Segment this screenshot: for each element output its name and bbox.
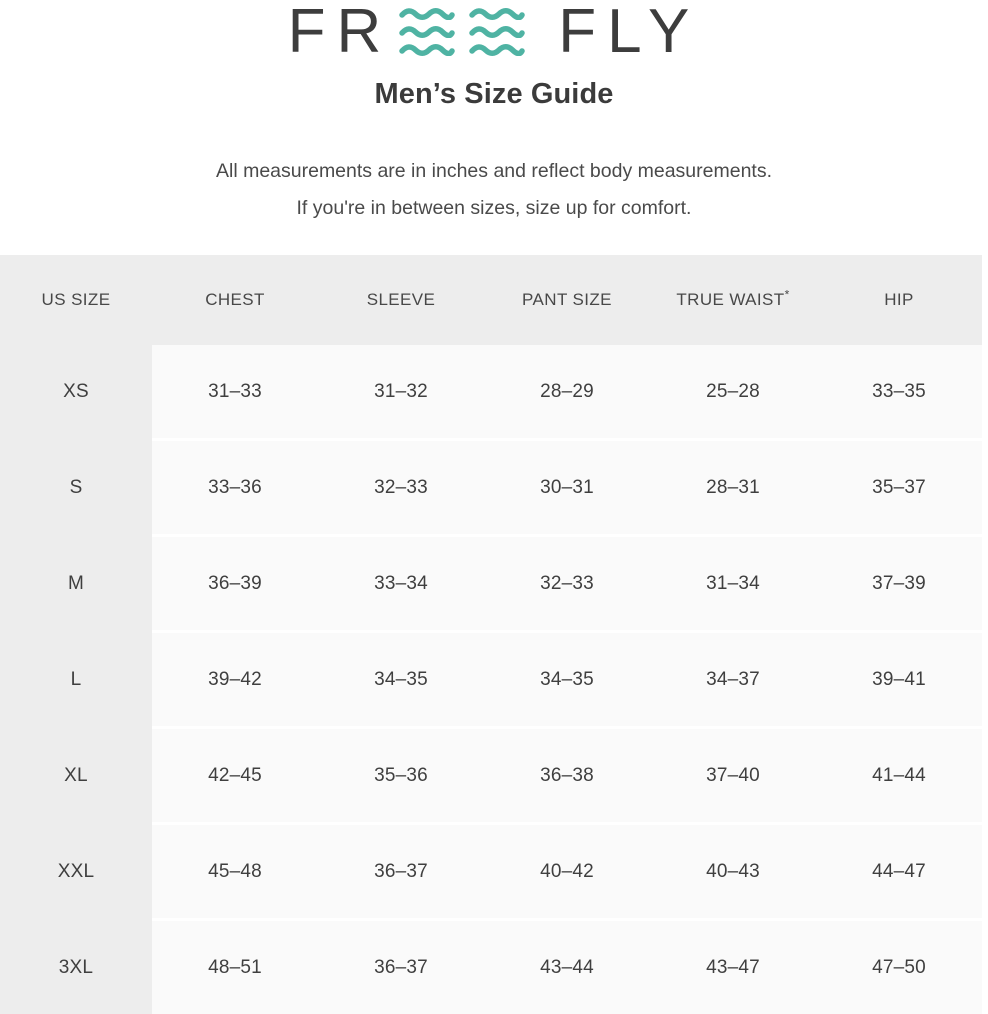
cell-us-size: XS — [0, 345, 152, 440]
subtitle-block: All measurements are in inches and refle… — [0, 153, 988, 227]
table-row: S 33–36 32–33 30–31 28–31 35–37 — [0, 440, 982, 536]
cell-chest: 33–36 — [152, 440, 318, 536]
wave-line-icon — [399, 25, 455, 38]
cell-true-waist: 25–28 — [650, 345, 816, 440]
cell-pant-size: 30–31 — [484, 440, 650, 536]
cell-us-size: XL — [0, 728, 152, 824]
cell-hip: 37–39 — [816, 536, 982, 632]
table-row: XXL 45–48 36–37 40–42 40–43 44–47 — [0, 824, 982, 920]
cell-chest: 42–45 — [152, 728, 318, 824]
cell-chest: 31–33 — [152, 345, 318, 440]
wave-line-icon — [399, 43, 455, 56]
cell-sleeve: 34–35 — [318, 632, 484, 728]
cell-true-waist: 31–34 — [650, 536, 816, 632]
cell-sleeve: 31–32 — [318, 345, 484, 440]
cell-true-waist: 28–31 — [650, 440, 816, 536]
wave-line-icon — [399, 7, 455, 20]
logo-text-fr: FR — [288, 1, 393, 63]
cell-true-waist: 34–37 — [650, 632, 816, 728]
cell-pant-size: 28–29 — [484, 345, 650, 440]
subtitle-line-1: All measurements are in inches and refle… — [0, 153, 988, 190]
cell-chest: 36–39 — [152, 536, 318, 632]
cell-true-waist: 40–43 — [650, 824, 816, 920]
table-row: M 36–39 33–34 32–33 31–34 37–39 — [0, 536, 982, 632]
table-body: XS 31–33 31–32 28–29 25–28 33–35 S 33–36… — [0, 345, 982, 1014]
cell-hip: 39–41 — [816, 632, 982, 728]
wave-line-icon — [469, 43, 525, 56]
column-header-hip: HIP — [816, 255, 982, 345]
column-header-us-size: US SIZE — [0, 255, 152, 345]
size-chart-table: US SIZE CHEST SLEEVE PANT SIZE TRUE WAIS… — [0, 255, 982, 1014]
logo-text-fly: FLY — [558, 1, 700, 63]
wave-line-icon — [469, 7, 525, 20]
page-title: Men’s Size Guide — [0, 78, 988, 111]
wave-line-icon — [469, 25, 525, 38]
cell-pant-size: 40–42 — [484, 824, 650, 920]
cell-sleeve: 35–36 — [318, 728, 484, 824]
cell-pant-size: 34–35 — [484, 632, 650, 728]
wave-e-icon-first — [399, 7, 455, 58]
cell-us-size: M — [0, 536, 152, 632]
column-header-chest: CHEST — [152, 255, 318, 345]
cell-sleeve: 33–34 — [318, 536, 484, 632]
column-header-true-waist: TRUE WAIST* — [650, 255, 816, 345]
cell-hip: 44–47 — [816, 824, 982, 920]
cell-hip: 33–35 — [816, 345, 982, 440]
cell-chest: 45–48 — [152, 824, 318, 920]
column-header-pant-size: PANT SIZE — [484, 255, 650, 345]
cell-us-size: S — [0, 440, 152, 536]
cell-hip: 41–44 — [816, 728, 982, 824]
table-row: XL 42–45 35–36 36–38 37–40 41–44 — [0, 728, 982, 824]
table-header: US SIZE CHEST SLEEVE PANT SIZE TRUE WAIS… — [0, 255, 982, 345]
logo-wordmark: FR — [288, 1, 701, 63]
cell-pant-size: 36–38 — [484, 728, 650, 824]
footnote-marker-icon: * — [785, 287, 790, 301]
cell-us-size: L — [0, 632, 152, 728]
subtitle-line-2: If you're in between sizes, size up for … — [0, 190, 988, 227]
column-header-sleeve: SLEEVE — [318, 255, 484, 345]
wave-e-icon-second — [469, 7, 525, 58]
free-fly-logo: FR — [0, 0, 988, 64]
cell-sleeve: 32–33 — [318, 440, 484, 536]
cell-sleeve: 36–37 — [318, 824, 484, 920]
cell-pant-size: 32–33 — [484, 536, 650, 632]
column-header-true-waist-label: TRUE WAIST — [676, 290, 784, 309]
table-row: XS 31–33 31–32 28–29 25–28 33–35 — [0, 345, 982, 440]
cell-us-size: XXL — [0, 824, 152, 920]
table-row: L 39–42 34–35 34–35 34–37 39–41 — [0, 632, 982, 728]
table-header-row: US SIZE CHEST SLEEVE PANT SIZE TRUE WAIS… — [0, 255, 982, 345]
cell-chest: 39–42 — [152, 632, 318, 728]
cell-true-waist: 37–40 — [650, 728, 816, 824]
cell-hip: 35–37 — [816, 440, 982, 536]
